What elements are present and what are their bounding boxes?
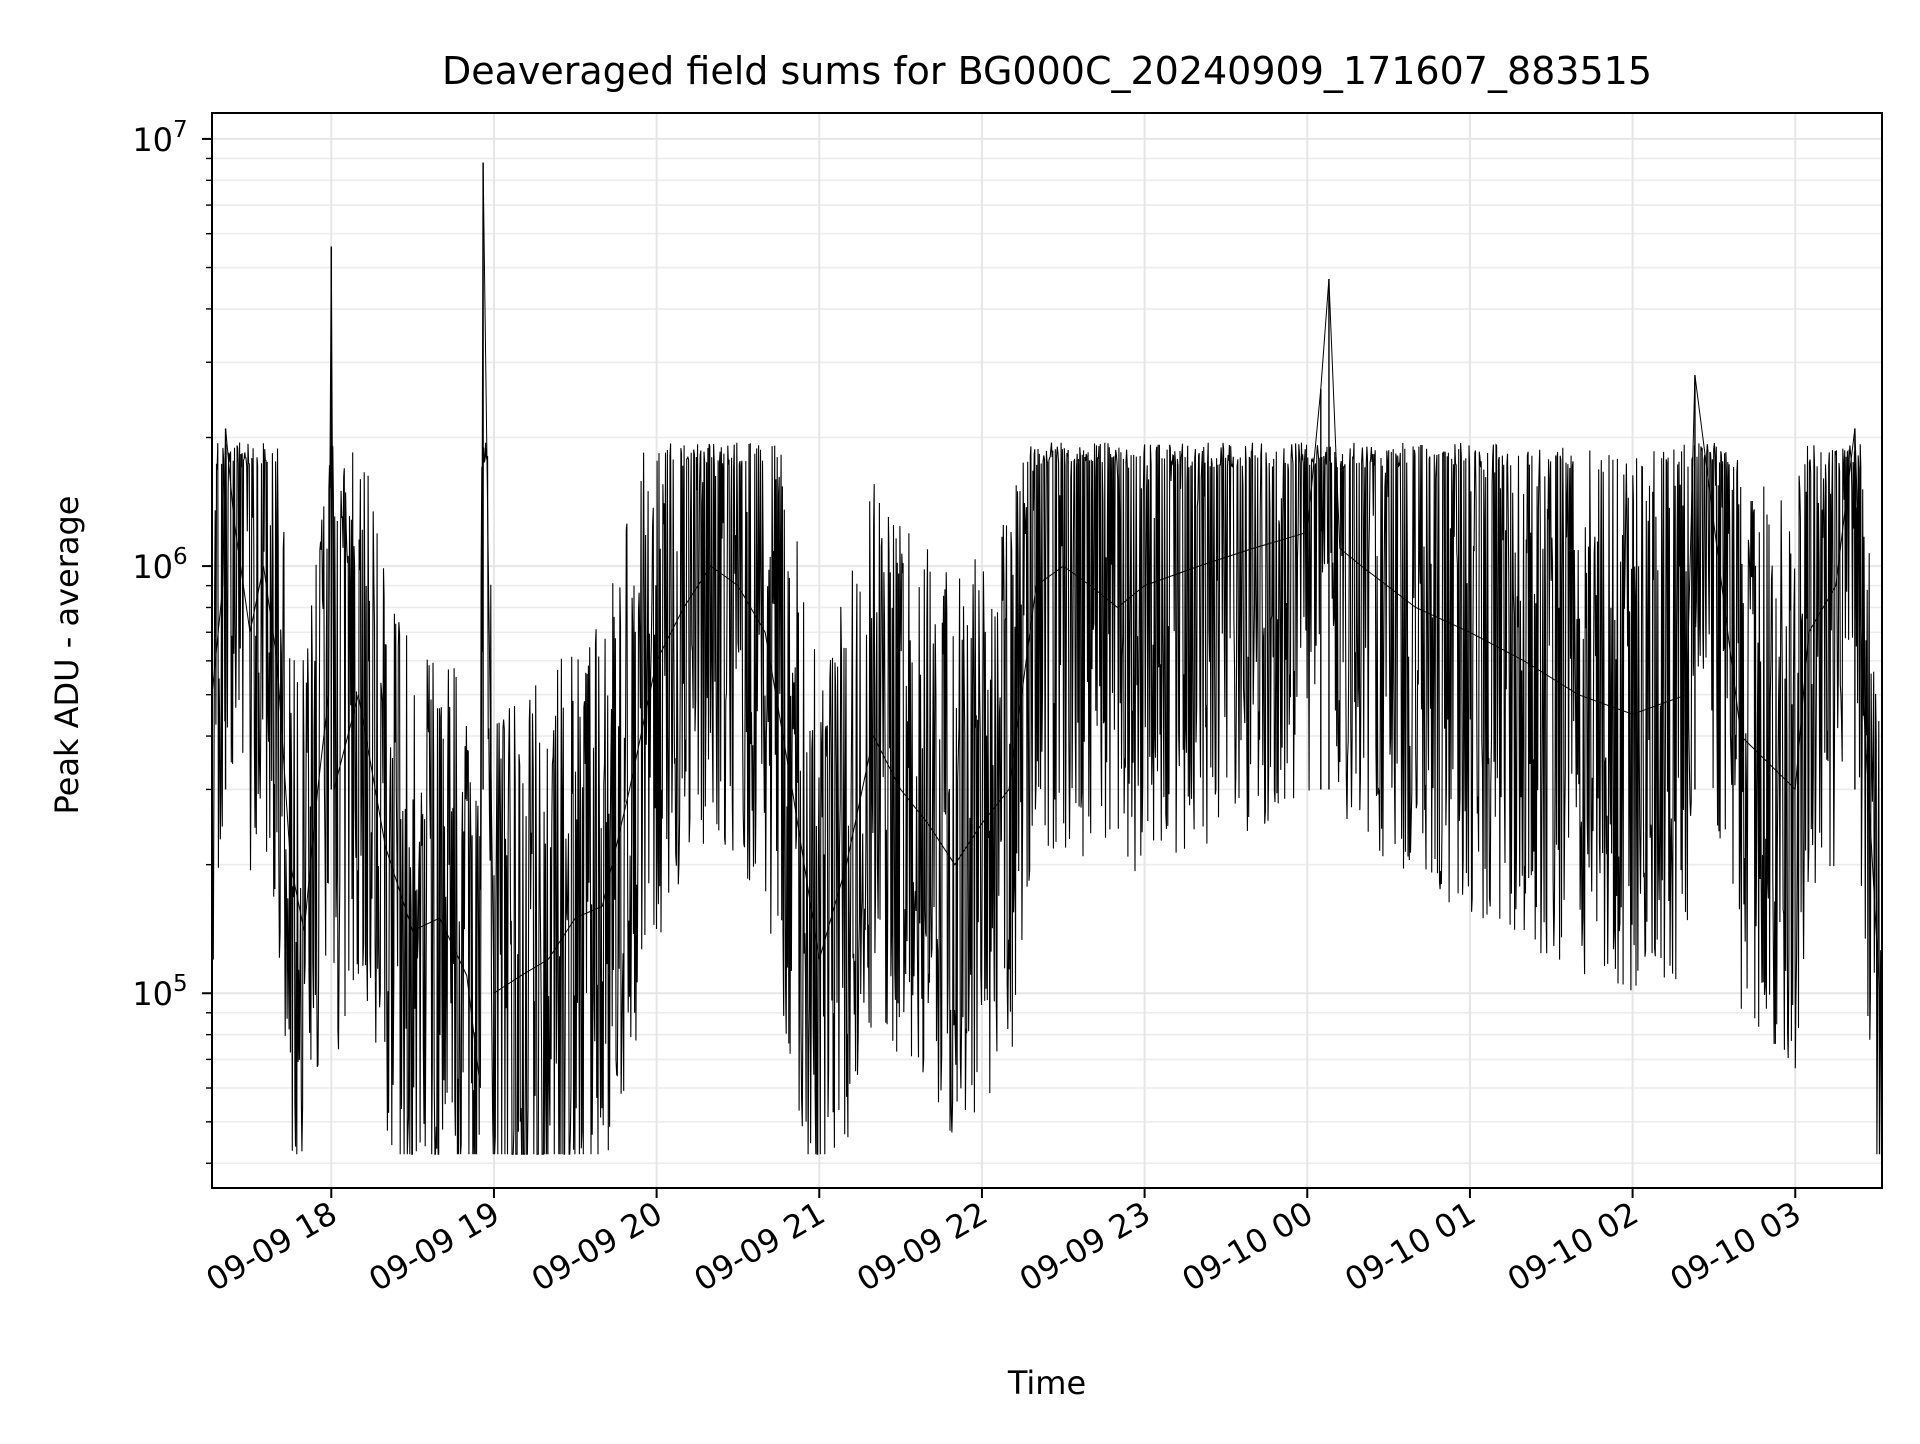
line-layer	[211, 162, 1883, 1155]
series-line-noise	[211, 442, 1882, 1155]
y-tick-label: 107	[132, 117, 187, 159]
series-line	[211, 162, 1883, 1089]
chart-title: Deaveraged field sums for BG000C_2024090…	[442, 49, 1652, 93]
y-tick-label: 106	[132, 544, 187, 586]
plot-frame	[211, 112, 1883, 1189]
y-tick-label: 105	[132, 971, 187, 1013]
y-axis-label: Peak ADU - average	[48, 496, 86, 815]
x-axis-label: Time	[1007, 1364, 1086, 1402]
